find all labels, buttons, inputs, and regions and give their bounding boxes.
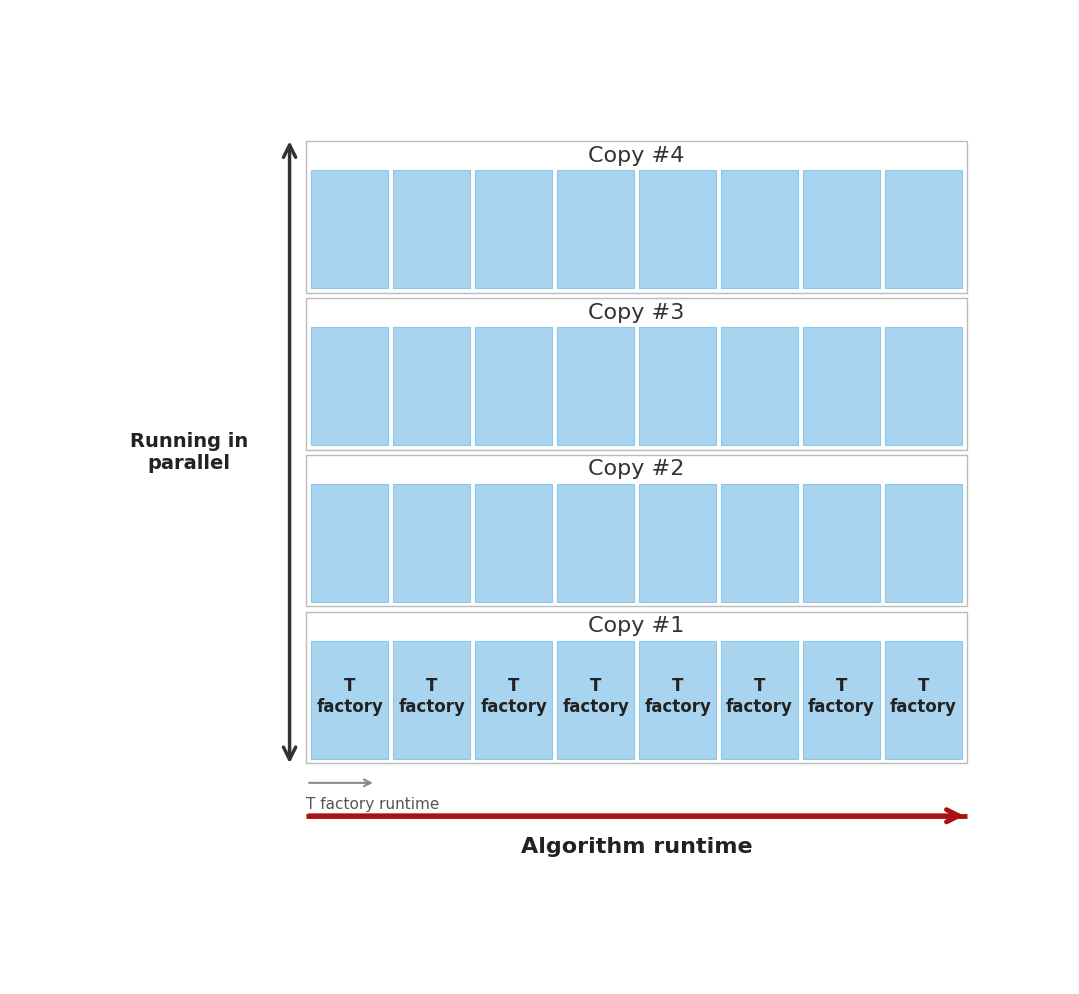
Text: T: T — [426, 677, 437, 695]
Text: Running in
parallel: Running in parallel — [131, 431, 248, 473]
Bar — [721, 170, 798, 288]
Bar — [475, 641, 552, 758]
Bar — [312, 484, 388, 601]
Text: T: T — [836, 677, 847, 695]
Bar — [639, 170, 716, 288]
Text: T: T — [754, 677, 765, 695]
Text: Copy #3: Copy #3 — [588, 302, 685, 322]
Bar — [721, 641, 798, 758]
Bar — [393, 327, 470, 445]
Bar — [557, 327, 634, 445]
Bar — [803, 170, 880, 288]
Bar — [639, 484, 716, 601]
Bar — [393, 170, 470, 288]
Text: factory: factory — [726, 698, 793, 716]
Bar — [885, 484, 961, 601]
Text: T: T — [918, 677, 929, 695]
Bar — [557, 641, 634, 758]
Bar — [393, 641, 470, 758]
Text: factory: factory — [890, 698, 957, 716]
Bar — [393, 484, 470, 601]
Text: T: T — [590, 677, 601, 695]
Bar — [885, 170, 961, 288]
Text: factory: factory — [562, 698, 629, 716]
Bar — [557, 170, 634, 288]
Text: factory: factory — [398, 698, 465, 716]
Text: factory: factory — [644, 698, 711, 716]
Bar — [721, 327, 798, 445]
Text: Algorithm runtime: Algorithm runtime — [521, 837, 752, 857]
Bar — [639, 641, 716, 758]
Bar — [312, 641, 388, 758]
Text: T factory runtime: T factory runtime — [306, 796, 439, 812]
Bar — [803, 641, 880, 758]
Bar — [885, 327, 961, 445]
Text: T: T — [672, 677, 683, 695]
Bar — [557, 484, 634, 601]
Text: factory: factory — [316, 698, 383, 716]
Text: Copy #1: Copy #1 — [588, 616, 685, 636]
Text: T: T — [344, 677, 355, 695]
Bar — [803, 327, 880, 445]
Bar — [803, 484, 880, 601]
Bar — [312, 170, 388, 288]
Bar — [639, 327, 716, 445]
Text: T: T — [508, 677, 519, 695]
Bar — [475, 327, 552, 445]
Bar — [885, 641, 961, 758]
Bar — [475, 484, 552, 601]
Text: Copy #2: Copy #2 — [588, 459, 685, 479]
Text: factory: factory — [808, 698, 875, 716]
Text: Copy #4: Copy #4 — [588, 146, 685, 166]
Bar — [312, 327, 388, 445]
Text: factory: factory — [480, 698, 547, 716]
Bar — [721, 484, 798, 601]
Bar — [475, 170, 552, 288]
